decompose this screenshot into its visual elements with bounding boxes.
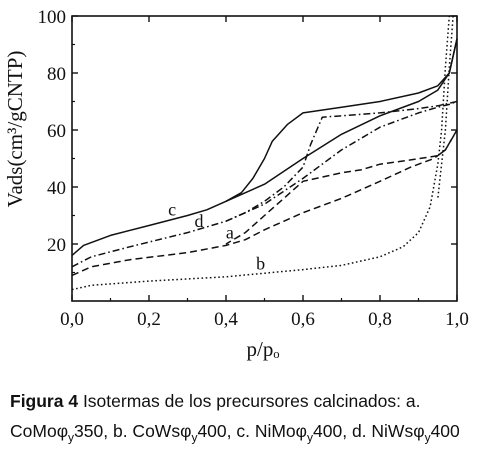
curve-label-d: d [195, 211, 204, 231]
y-tick-label: 20 [47, 235, 66, 256]
x-axis-label: p/pₒ [247, 337, 280, 361]
x-tick-label: 0,2 [137, 309, 161, 330]
series-b-adsorption [71, 15, 451, 291]
series-b-desorption [437, 15, 454, 199]
series-c-desorption [225, 38, 458, 202]
x-tick-label: 0,8 [368, 309, 392, 330]
chart-axes: 0,0 0,2 0,4 0,6 0,8 1,0 20 40 60 80 100 [38, 7, 469, 330]
curve-label-c: c [168, 200, 176, 220]
series-c-adsorption [71, 38, 458, 256]
chart-series [71, 15, 458, 291]
series-a-desorption [225, 129, 458, 245]
y-tick-label: 80 [47, 64, 66, 85]
figure-number: Figura 4 [10, 391, 79, 411]
y-axis-label: Vads(cm³/gCNTP) [3, 51, 27, 208]
x-tick-label: 0,6 [291, 309, 315, 330]
x-tick-label: 1,0 [445, 309, 469, 330]
chart-curve-labels: a b cd [168, 200, 265, 274]
isotherm-chart: 0,0 0,2 0,4 0,6 0,8 1,0 20 40 60 80 100 a b cd Vads(… [3, 7, 469, 361]
caption-text: Isotermas de los precursores calcinados:… [10, 391, 460, 445]
y-tick-label: 40 [47, 178, 66, 199]
series-d-adsorption [71, 100, 458, 268]
x-tick-label: 0,0 [60, 309, 84, 330]
curve-label-a: a [226, 222, 234, 242]
y-tick-label: 60 [47, 121, 66, 142]
figure-caption: Figura 4 Isotermas de los precursores ca… [10, 386, 474, 453]
series-d-desorption [225, 100, 458, 222]
curve-label-b: b [256, 254, 265, 274]
y-tick-label: 100 [38, 7, 67, 28]
series-a-adsorption [71, 129, 458, 277]
x-tick-label: 0,4 [214, 309, 238, 330]
